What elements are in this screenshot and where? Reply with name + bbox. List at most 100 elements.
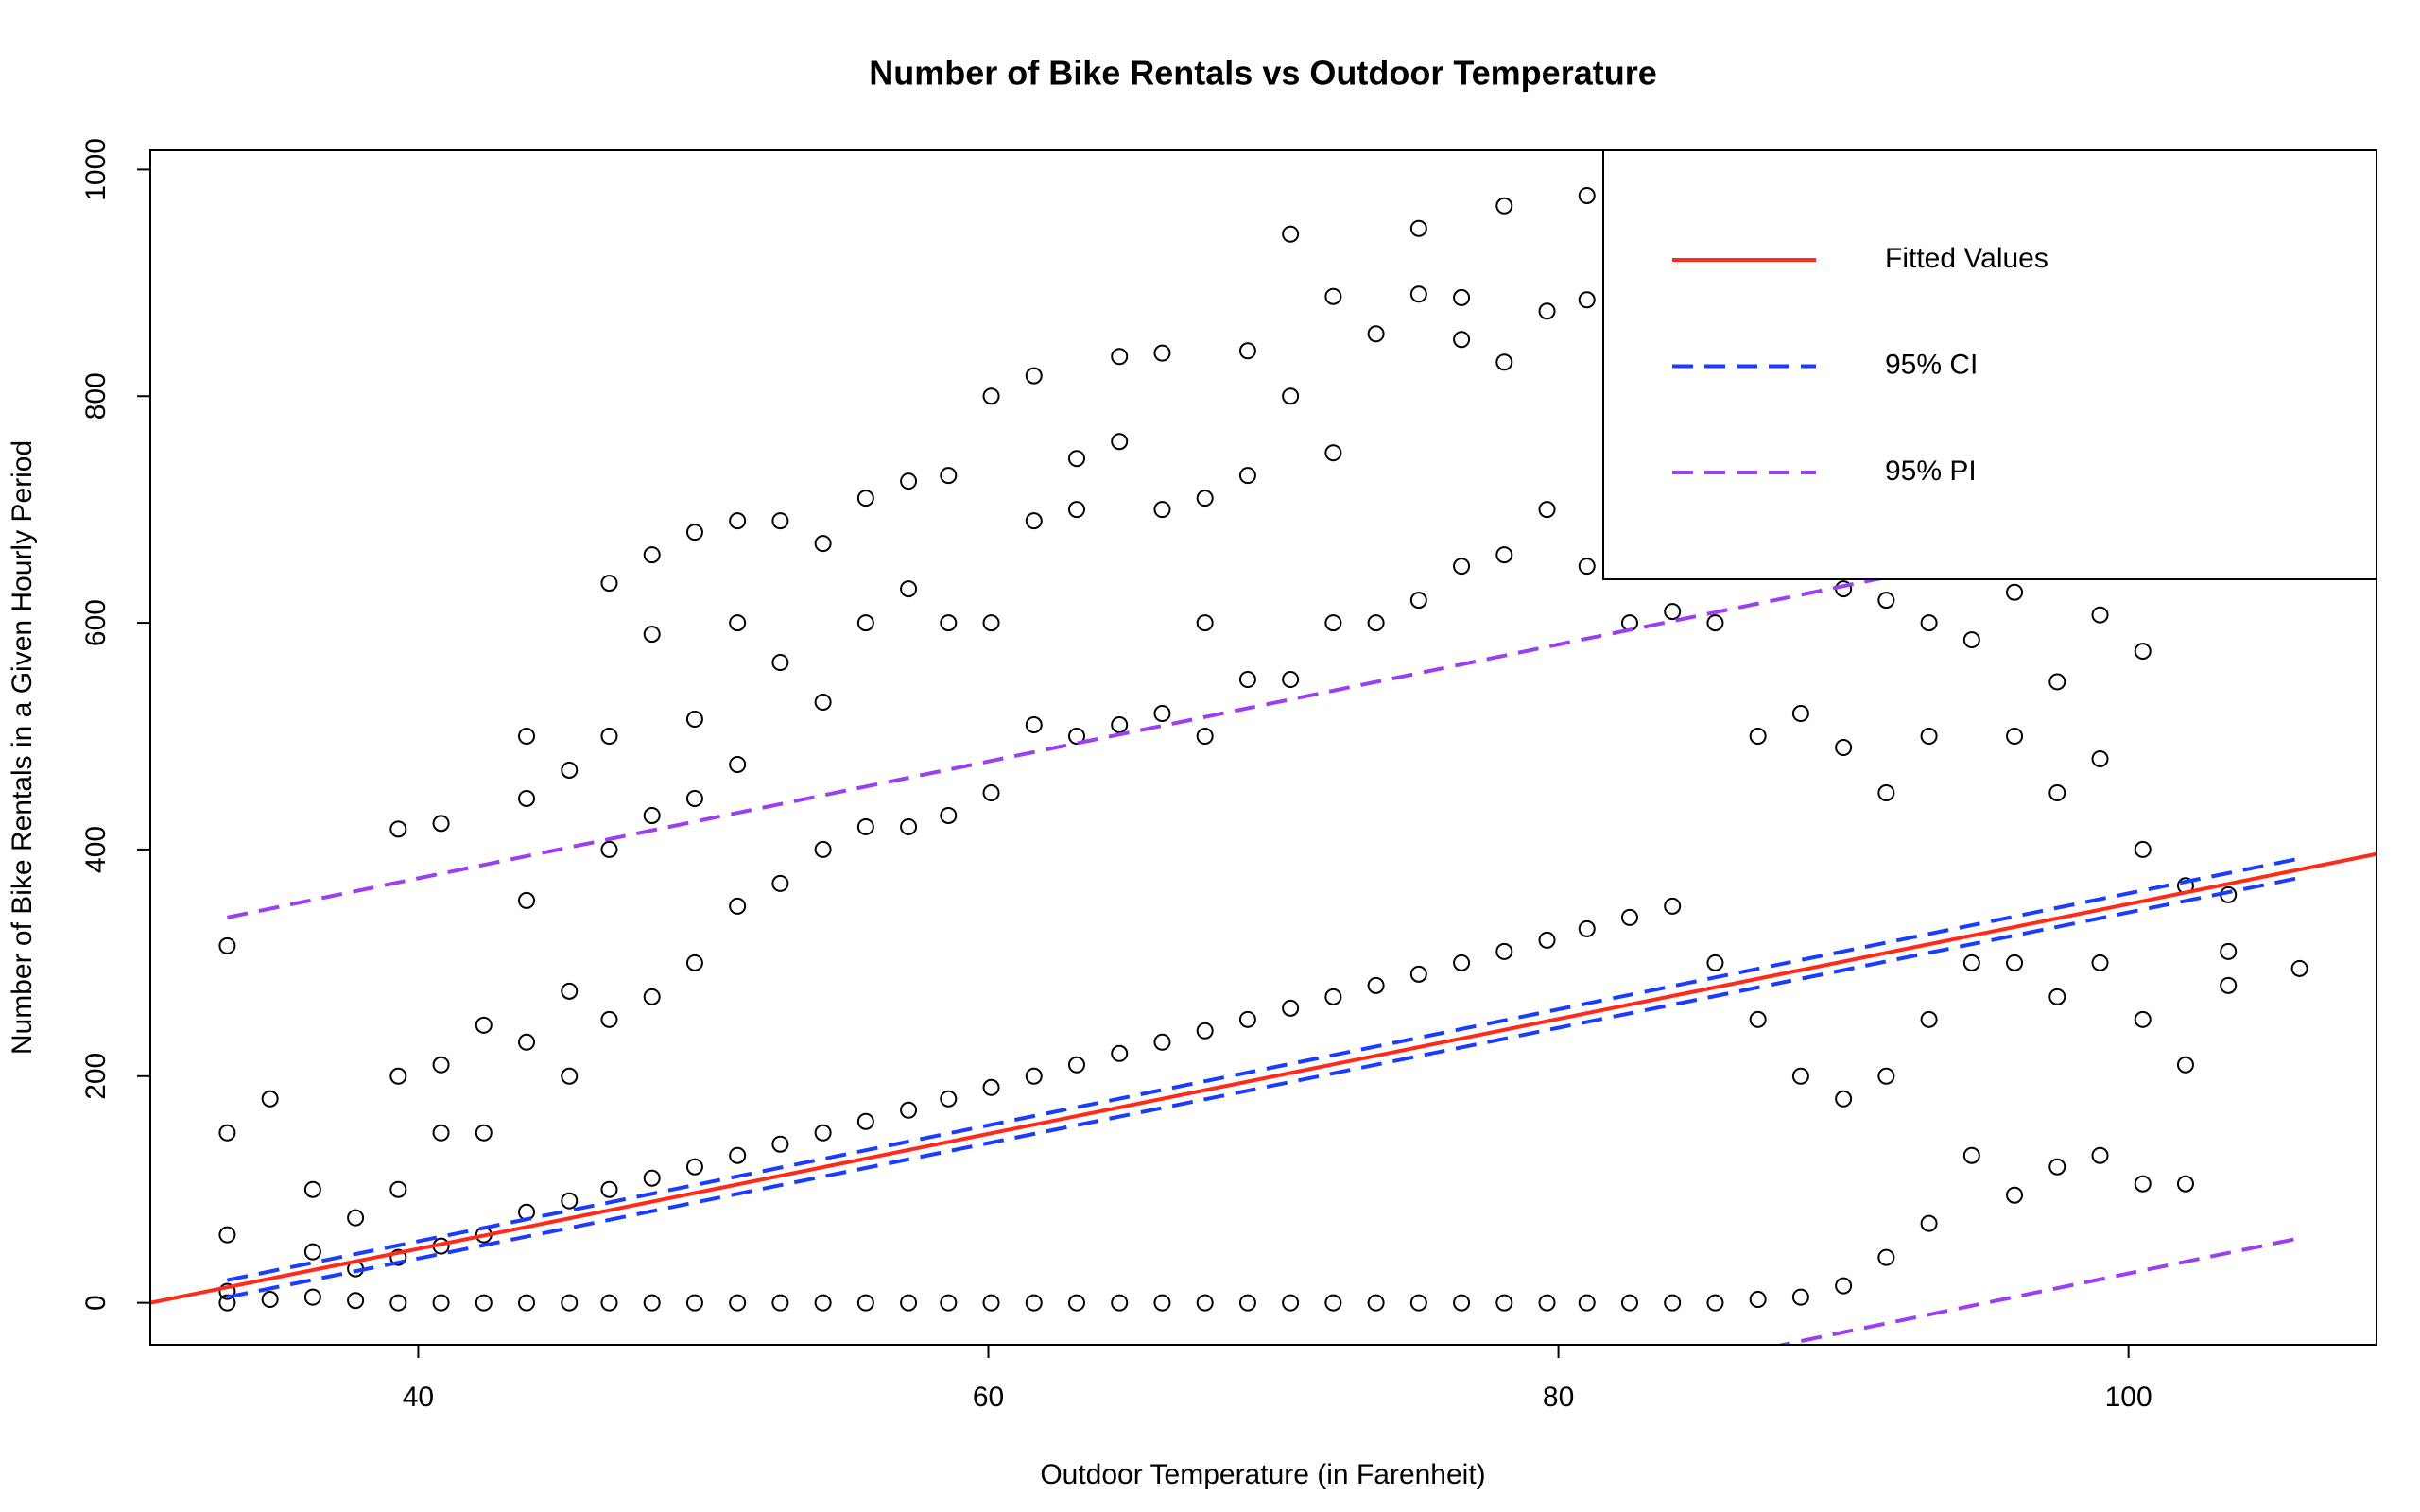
data-point (389, 1067, 407, 1085)
data-point (771, 1135, 789, 1153)
x-axis-label: Outdoor Temperature (in Farenheit) (1040, 1459, 1485, 1490)
data-point (1282, 1294, 1300, 1312)
data-point (856, 614, 874, 632)
data-point (600, 575, 618, 593)
legend-box (1602, 149, 2377, 580)
data-point (1835, 739, 1853, 756)
chart-title: Number of Bike Rentals vs Outdoor Temper… (869, 54, 1657, 93)
data-point (643, 546, 661, 564)
data-point (771, 654, 789, 672)
y-tick-label: 200 (80, 1053, 112, 1100)
data-point (2176, 1056, 2194, 1074)
plot-frame (149, 149, 2377, 1346)
data-point (518, 789, 536, 807)
data-point (940, 1294, 958, 1312)
data-point (1453, 558, 1471, 576)
data-point (518, 728, 536, 746)
data-point (1196, 728, 1214, 746)
data-point (685, 711, 703, 729)
data-point (1067, 501, 1085, 519)
data-point (1282, 387, 1300, 405)
data-point (261, 1291, 279, 1309)
data-point (2134, 643, 2152, 661)
data-point (982, 783, 1000, 801)
data-point (1495, 197, 1513, 215)
data-point (2006, 728, 2024, 746)
data-point (561, 1294, 579, 1312)
data-point (1196, 1294, 1214, 1312)
data-point (1920, 728, 1938, 746)
data-point (1920, 1214, 1938, 1232)
data-point (814, 1124, 832, 1142)
data-point (2091, 749, 2109, 767)
data-point (561, 761, 579, 779)
data-point (729, 512, 747, 530)
data-point (856, 817, 874, 835)
data-point (643, 988, 661, 1005)
data-point (1877, 592, 1895, 610)
data-point (1067, 450, 1085, 468)
data-point (643, 626, 661, 644)
data-point (218, 936, 236, 954)
data-point (729, 755, 747, 773)
data-point (432, 1056, 450, 1074)
data-point (856, 1112, 874, 1130)
data-point (685, 1158, 703, 1176)
data-point (1578, 291, 1596, 309)
data-point (1324, 988, 1342, 1005)
data-point (2134, 1175, 2152, 1193)
data-point (2134, 1010, 2152, 1028)
data-point (643, 1169, 661, 1187)
data-point (303, 1243, 321, 1261)
data-point (303, 1288, 321, 1306)
data-point (900, 1294, 918, 1312)
data-point (1495, 942, 1513, 960)
data-point (1025, 1067, 1043, 1085)
data-point (475, 1124, 493, 1142)
data-point (685, 524, 703, 541)
data-point (1877, 1067, 1895, 1085)
data-point (600, 1294, 618, 1312)
data-point (1962, 1146, 1980, 1164)
data-point (771, 512, 789, 530)
data-point (561, 1192, 579, 1210)
data-point (2006, 583, 2024, 601)
data-point (940, 1090, 958, 1108)
data-point (475, 1294, 493, 1312)
data-point (218, 1124, 236, 1142)
data-point (600, 840, 618, 858)
data-point (2006, 954, 2024, 971)
data-point (1367, 1294, 1385, 1312)
data-point (685, 1294, 703, 1312)
data-point (900, 817, 918, 835)
data-point (303, 1180, 321, 1198)
line (150, 851, 2377, 1305)
data-point (1791, 705, 1809, 723)
data-point (900, 1101, 918, 1119)
data-point (389, 1248, 407, 1266)
data-point (1962, 954, 1980, 971)
data-point (1664, 897, 1682, 915)
data-point (389, 820, 407, 838)
data-point (1538, 302, 1556, 320)
data-point (1324, 1294, 1342, 1312)
data-point (2048, 1158, 2066, 1176)
data-point (1367, 614, 1385, 632)
data-point (729, 1294, 747, 1312)
data-point (729, 897, 747, 915)
data-point (771, 874, 789, 892)
data-point (1749, 1291, 1767, 1309)
data-point (2091, 606, 2109, 624)
data-point (1453, 1294, 1471, 1312)
data-point (900, 580, 918, 598)
data-point (1409, 1294, 1427, 1312)
data-point (2091, 1146, 2109, 1164)
data-point (600, 1010, 618, 1028)
data-point (940, 614, 958, 632)
data-point (1409, 592, 1427, 610)
data-point (432, 1294, 450, 1312)
y-tick-label: 0 (80, 1295, 112, 1311)
data-point (1706, 1294, 1724, 1312)
data-point (1282, 671, 1300, 689)
data-point (900, 472, 918, 490)
